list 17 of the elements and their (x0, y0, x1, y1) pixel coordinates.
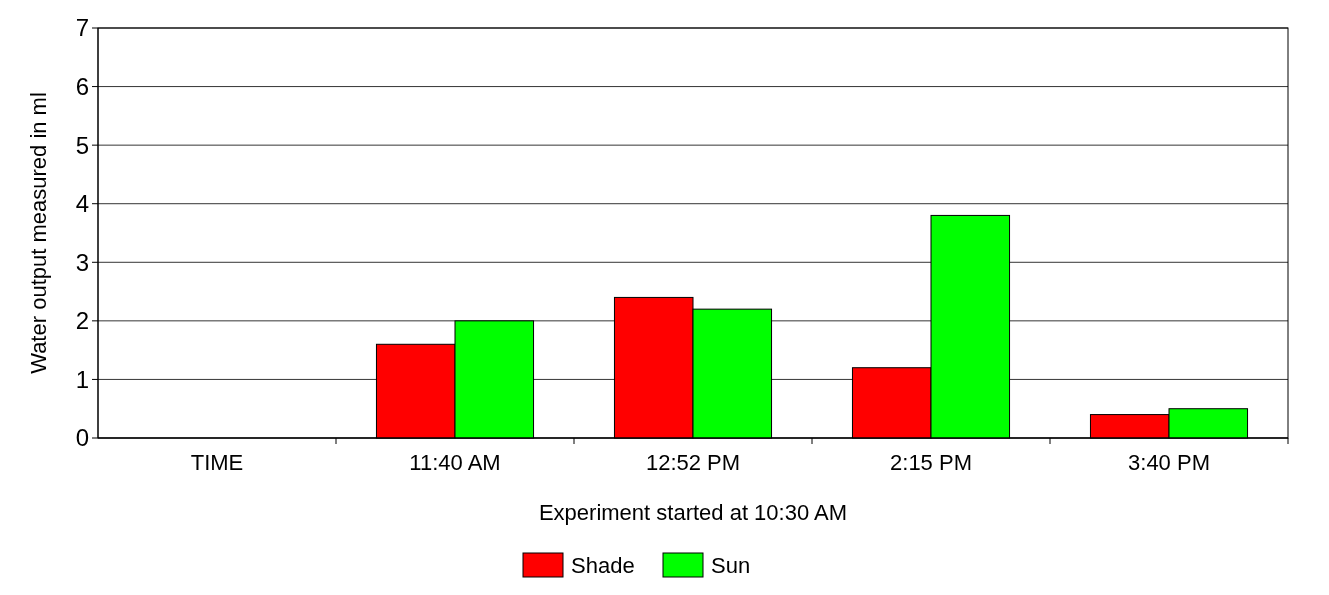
y-tick-label: 1 (75, 365, 89, 393)
y-tick-label: 7 (75, 14, 89, 42)
y-tick-label: 3 (75, 248, 89, 276)
x-tick-label: 3:40 PM (1128, 450, 1210, 475)
x-tick-label: 11:40 AM (409, 450, 501, 475)
x-tick-label: TIME (190, 450, 244, 475)
legend-label: Shade (571, 552, 635, 578)
x-tick-label: 2:15 PM (890, 450, 972, 475)
y-tick-label: 2 (75, 307, 89, 335)
y-tick-label: 0 (75, 424, 89, 452)
legend-label: Sun (711, 552, 751, 578)
y-tick-label: 4 (75, 190, 89, 218)
y-tick-label: 5 (75, 131, 89, 159)
y-tick-label: 6 (75, 72, 89, 100)
x-axis-title: Experiment started at 10:30 AM (538, 500, 848, 525)
y-axis-title: Water output measured in ml (26, 92, 51, 374)
x-tick-label: 12:52 PM (645, 450, 741, 475)
